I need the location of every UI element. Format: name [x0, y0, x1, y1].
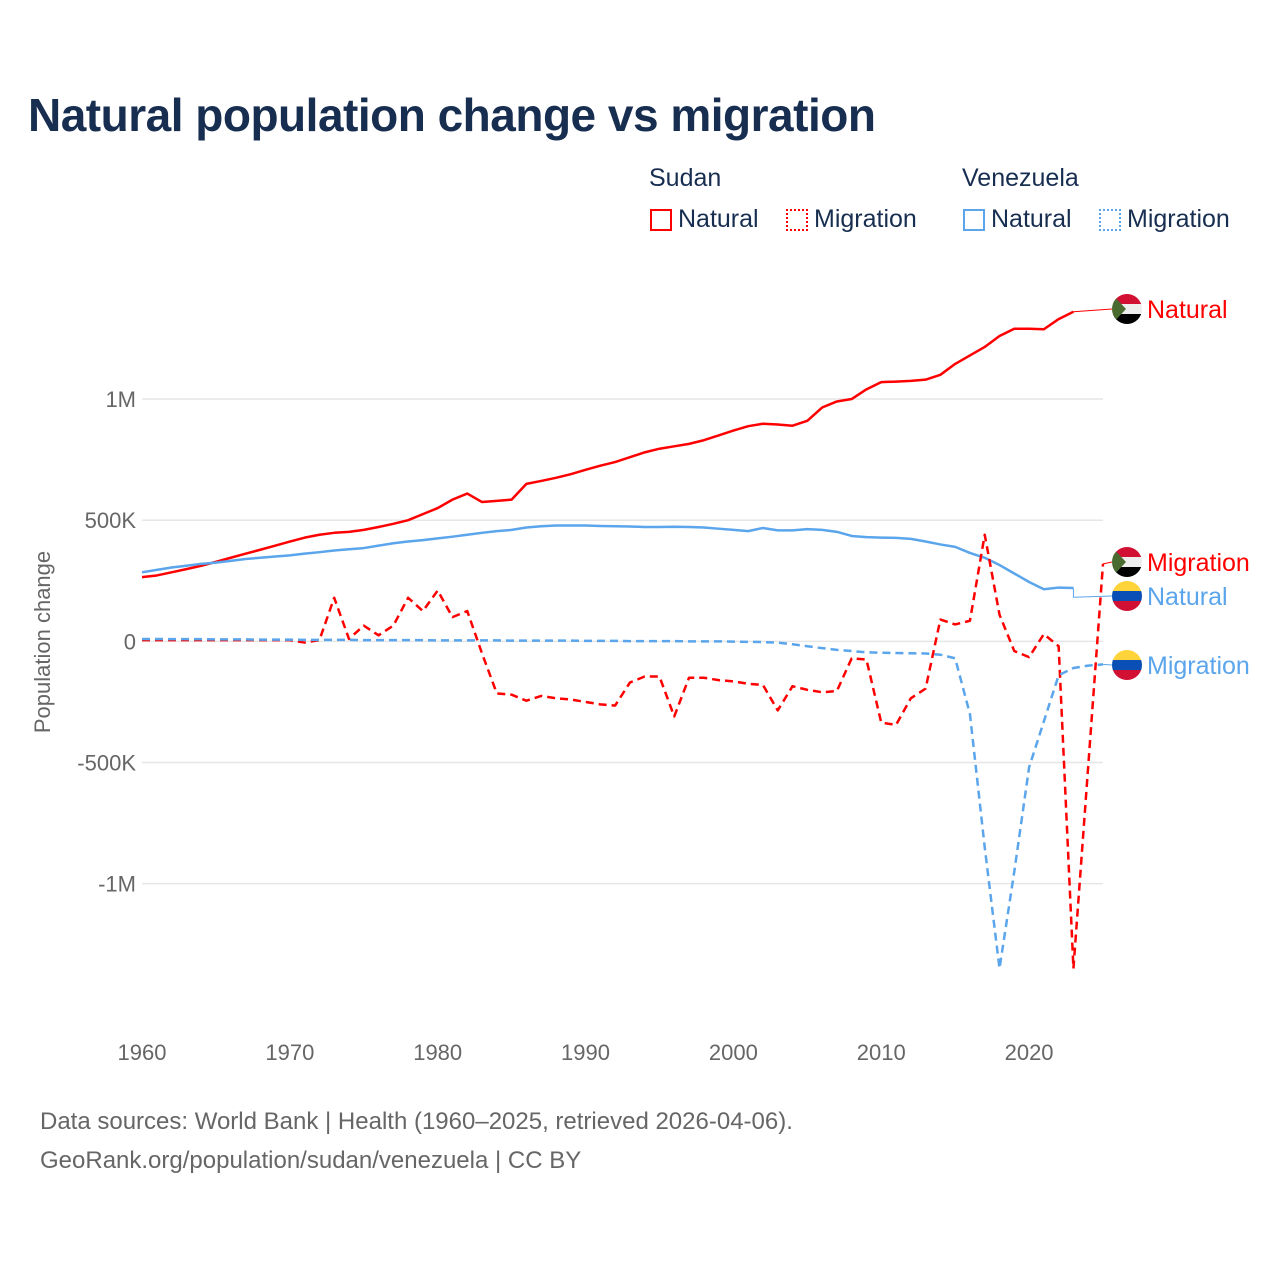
y-tick-label: 0 — [124, 629, 136, 654]
label-connector — [1102, 561, 1113, 565]
legend-label: Natural — [678, 205, 759, 233]
label-connector — [1102, 663, 1113, 666]
label-connector — [1072, 588, 1113, 598]
y-tick-label: -500K — [77, 751, 136, 776]
y-tick-label: 500K — [85, 508, 137, 533]
series-line-venezuela-migration — [142, 637, 1104, 970]
venezuela-flag-icon — [1112, 581, 1142, 611]
sudan-flag-icon — [1112, 547, 1142, 577]
x-tick-label: 1980 — [413, 1040, 462, 1065]
chart-title: Natural population change vs migration — [28, 89, 876, 141]
series-line-sudan-natural — [141, 310, 1074, 579]
series-end-label: Migration — [1147, 652, 1250, 680]
legend-venezuela-migration[interactable]: Migration — [1099, 205, 1230, 234]
x-tick-label: 2010 — [857, 1040, 906, 1065]
x-tick-label: 1960 — [118, 1040, 167, 1065]
legend-group-venezuela: Venezuela — [962, 164, 1079, 192]
legend-group-sudan: Sudan — [649, 164, 722, 192]
series-line-venezuela-natural — [141, 524, 1074, 591]
legend-sudan-natural[interactable]: Natural — [650, 205, 759, 234]
x-tick-label: 1990 — [561, 1040, 610, 1065]
legend-label: Natural — [991, 205, 1072, 233]
series-line-sudan-migration — [142, 533, 1105, 970]
x-tick-label: 1970 — [265, 1040, 314, 1065]
legend-swatch-dotted — [1099, 208, 1121, 231]
series-end-label: Natural — [1147, 583, 1228, 611]
series-end-label: Migration — [1147, 549, 1250, 577]
legend-swatch-dotted — [786, 208, 808, 231]
y-tick-label: -1M — [98, 872, 136, 897]
label-connector — [1073, 308, 1113, 313]
y-tick-label: 1M — [105, 387, 136, 412]
legend-label: Migration — [1127, 205, 1230, 233]
venezuela-flag-icon — [1112, 650, 1142, 680]
x-tick-label: 2020 — [1005, 1040, 1054, 1065]
sudan-flag-icon — [1112, 294, 1142, 324]
legend-sudan-migration[interactable]: Migration — [786, 205, 917, 234]
x-tick-label: 2000 — [709, 1040, 758, 1065]
legend-swatch-solid — [963, 208, 985, 231]
series-end-label: Natural — [1147, 296, 1228, 324]
y-axis-label: Population change — [30, 551, 55, 733]
legend-swatch-solid — [650, 208, 672, 231]
footer-sources: Data sources: World Bank | Health (1960–… — [40, 1108, 793, 1135]
legend-label: Migration — [814, 205, 917, 233]
footer-link[interactable]: GeoRank.org/population/sudan/venezuela |… — [40, 1147, 582, 1174]
legend-venezuela-natural[interactable]: Natural — [963, 205, 1072, 234]
